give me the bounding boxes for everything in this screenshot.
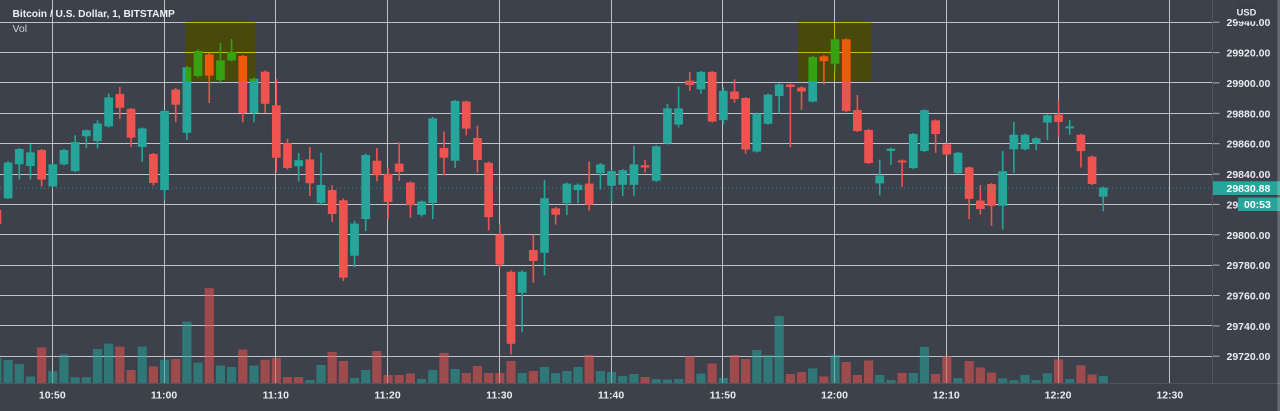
- svg-text:11:40: 11:40: [598, 390, 624, 402]
- svg-text:29760.00: 29760.00: [1227, 291, 1271, 303]
- svg-text:29860.00: 29860.00: [1227, 139, 1271, 151]
- svg-text:29720.00: 29720.00: [1227, 351, 1271, 363]
- svg-text:11:00: 11:00: [151, 390, 177, 402]
- svg-text:Bitcoin / U.S. Dollar, 1, BITS: Bitcoin / U.S. Dollar, 1, BITSTAMP: [13, 9, 175, 20]
- svg-text:11:30: 11:30: [486, 390, 512, 402]
- svg-text:12:10: 12:10: [933, 390, 960, 402]
- svg-text:11:50: 11:50: [710, 390, 736, 402]
- svg-text:29900.00: 29900.00: [1227, 78, 1271, 90]
- svg-text:29920.00: 29920.00: [1227, 48, 1271, 60]
- svg-text:29830.88: 29830.88: [1227, 183, 1271, 195]
- svg-text:29880.00: 29880.00: [1227, 108, 1271, 120]
- svg-text:12:30: 12:30: [1156, 390, 1183, 402]
- svg-text:11:10: 11:10: [263, 390, 289, 402]
- svg-text:12:00: 12:00: [821, 390, 848, 402]
- svg-text:00:53: 00:53: [1244, 199, 1271, 211]
- svg-text:29800.00: 29800.00: [1227, 230, 1271, 242]
- svg-text:29780.00: 29780.00: [1227, 260, 1271, 272]
- svg-text:10:50: 10:50: [39, 390, 66, 402]
- svg-text:12:20: 12:20: [1045, 390, 1072, 402]
- svg-text:Vol: Vol: [13, 23, 28, 35]
- svg-text:29740.00: 29740.00: [1227, 321, 1271, 333]
- svg-text:29840.00: 29840.00: [1227, 169, 1271, 181]
- svg-text:11:20: 11:20: [374, 390, 400, 402]
- svg-text:USD: USD: [1237, 8, 1257, 18]
